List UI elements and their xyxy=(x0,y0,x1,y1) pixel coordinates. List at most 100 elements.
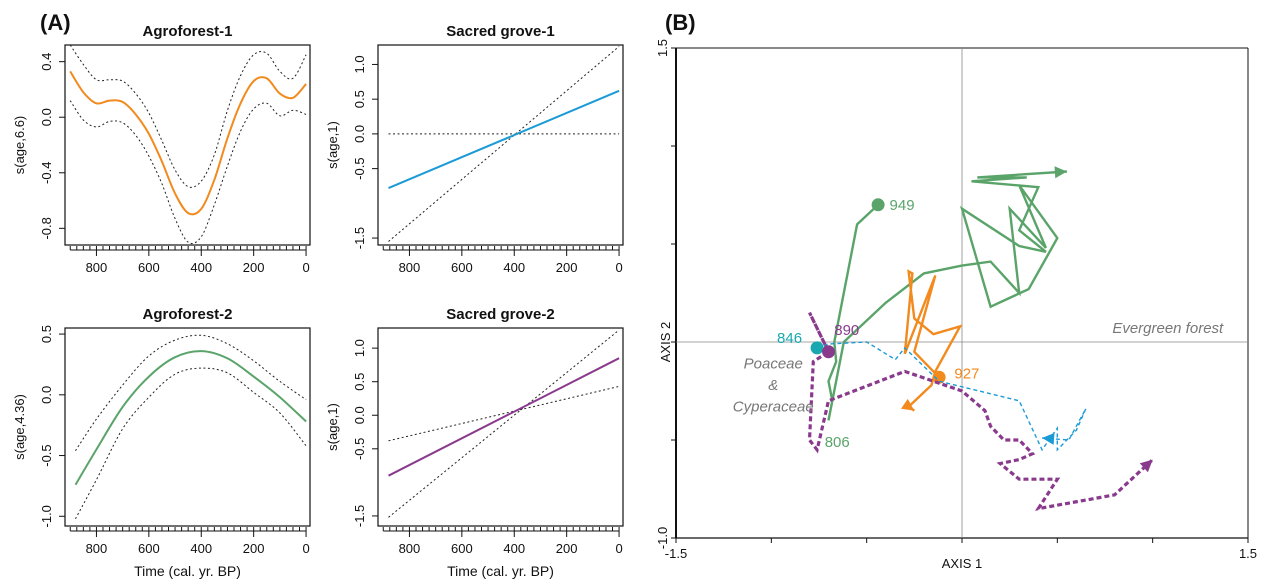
x-tick-label: 600 xyxy=(138,260,160,275)
region-label-evergreen: Evergreen forest xyxy=(1112,320,1224,337)
y-tick-label: -0.8 xyxy=(39,217,54,239)
trajectory-start-marker xyxy=(822,345,836,359)
y-axis-label: AXIS 2 xyxy=(658,322,673,362)
y-tick-label: 0.5 xyxy=(352,373,367,391)
x-tick-label: -1.5 xyxy=(665,546,687,561)
trajectory-end-arrow xyxy=(1139,459,1153,473)
trajectory-start-marker xyxy=(810,341,824,355)
plot-frame xyxy=(377,44,624,246)
y-axis-label: s(age,4.36) xyxy=(12,394,27,460)
y-tick-label: -1.5 xyxy=(352,505,367,527)
chart-sacred-grove-2: Sacred grove-2 s(age,1) 1.0 0.5 0.0 -0.5 -1.5 8… xyxy=(325,306,624,579)
x-tick-label: 200 xyxy=(556,260,578,275)
upper-ci-line xyxy=(388,46,620,242)
plot-area xyxy=(74,334,307,519)
x-tick-label: 600 xyxy=(451,260,473,275)
trajectory-end-arrow xyxy=(901,398,915,411)
x-tick-label: 400 xyxy=(190,260,212,275)
y-tick-label: -0.5 xyxy=(39,444,54,466)
x-tick-label: 400 xyxy=(190,541,212,556)
y-tick-label: 1.5 xyxy=(655,39,670,57)
x-tick-label: 600 xyxy=(451,541,473,556)
chart-title: Sacred grove-1 xyxy=(446,23,554,40)
x-tick-label: 800 xyxy=(86,541,108,556)
y-axis-label: s(age,1) xyxy=(325,121,340,169)
x-axis-label: Time (cal. yr. BP) xyxy=(447,563,554,579)
chart-title: Agroforest-2 xyxy=(142,306,232,323)
y-axis-label: s(age,1) xyxy=(325,403,340,451)
lower-ci-line xyxy=(388,329,620,518)
y-tick-label: -0.4 xyxy=(39,162,54,184)
region-label-grass: Cyperaceae xyxy=(733,399,814,416)
y-tick-label: -1.0 xyxy=(39,505,54,527)
y-axis-label: s(age,6.6) xyxy=(12,116,27,175)
region-label-grass: & xyxy=(768,377,778,394)
upper-ci-line xyxy=(75,334,307,451)
x-tick-label: 800 xyxy=(399,260,421,275)
y-tick-label: -1.0 xyxy=(655,527,670,549)
x-tick-label: 400 xyxy=(503,260,525,275)
region-label-grass: Poaceae xyxy=(744,356,803,373)
y-tick-label: -0.5 xyxy=(352,157,367,179)
x-tick-label: 800 xyxy=(86,260,108,275)
y-tick-label: 0.0 xyxy=(39,108,54,126)
trajectory-line xyxy=(816,341,1087,452)
plot-frame xyxy=(64,44,311,246)
point-label: 927 xyxy=(954,365,979,382)
y-tick-label: 0.0 xyxy=(352,406,367,424)
upper-ci-line xyxy=(388,385,620,442)
x-tick-label: 400 xyxy=(503,541,525,556)
trajectory-end-arrow xyxy=(1042,432,1055,445)
x-axis-label: AXIS 1 xyxy=(942,556,982,571)
plot-area xyxy=(69,45,307,244)
y-tick-label: 1.0 xyxy=(352,55,367,73)
panel-label-b: (B) xyxy=(665,10,696,35)
y-tick-label: 0.5 xyxy=(39,325,54,343)
x-tick-label: 800 xyxy=(399,541,421,556)
smooth-fit-line xyxy=(388,89,620,190)
trajectory-line xyxy=(807,311,1154,511)
trajectory-line xyxy=(827,170,1067,421)
x-tick-label: 0 xyxy=(302,260,309,275)
y-tick-label: -0.5 xyxy=(352,438,367,460)
smooth-fit-line xyxy=(74,350,307,486)
point-label: 949 xyxy=(890,197,915,214)
point-label: 806 xyxy=(825,434,850,451)
y-tick-label: 1.0 xyxy=(352,339,367,357)
plot-area xyxy=(388,46,620,242)
chart-ordination: -1.5 1.5 1.5 -1.0 AXIS 1 AXIS 2 949 846 890 927 80… xyxy=(655,39,1257,571)
y-tick-label: 0.0 xyxy=(352,125,367,143)
x-tick-label: 1.5 xyxy=(1239,546,1257,561)
x-tick-label: 0 xyxy=(615,541,622,556)
x-tick-label: 600 xyxy=(138,541,160,556)
plot-frame xyxy=(377,327,624,527)
trajectory-end-arrow xyxy=(1054,166,1067,179)
point-label: 846 xyxy=(777,330,802,347)
y-tick-label: 0.4 xyxy=(39,53,54,71)
smooth-fit-line xyxy=(388,357,620,477)
lower-ci-line xyxy=(75,367,307,519)
y-tick-label: 0.5 xyxy=(352,90,367,108)
x-tick-label: 200 xyxy=(243,541,265,556)
x-axis-label: Time (cal. yr. BP) xyxy=(134,563,241,579)
trajectory-start-marker xyxy=(871,198,885,212)
panel-label-a: (A) xyxy=(40,10,71,35)
chart-sacred-grove-1: Sacred grove-1 s(age,1) 1.0 0.5 0.0 -0.5 -1.5 8… xyxy=(325,23,624,275)
chart-title: Sacred grove-2 xyxy=(446,306,554,323)
lower-ci-line xyxy=(69,100,307,244)
x-tick-label: 200 xyxy=(243,260,265,275)
x-tick-label: 0 xyxy=(615,260,622,275)
upper-ci-line xyxy=(69,45,307,188)
plot-frame xyxy=(64,327,311,527)
chart-title: Agroforest-1 xyxy=(142,23,232,40)
chart-agroforest-2: Agroforest-2 s(age,4.36) 0.5 0.0 -0.5 -1.0 800… xyxy=(12,306,311,579)
smooth-fit-line xyxy=(69,70,307,216)
plot-area xyxy=(388,329,620,518)
trajectory-line xyxy=(903,269,963,412)
point-label: 890 xyxy=(834,322,859,339)
chart-agroforest-1: Agroforest-1 s(age,6.6) 0.4 0.0 -0.4 -0.8 800 6… xyxy=(12,23,311,275)
x-tick-label: 200 xyxy=(556,541,578,556)
y-tick-label: 0.0 xyxy=(39,386,54,404)
x-tick-label: 0 xyxy=(302,541,309,556)
